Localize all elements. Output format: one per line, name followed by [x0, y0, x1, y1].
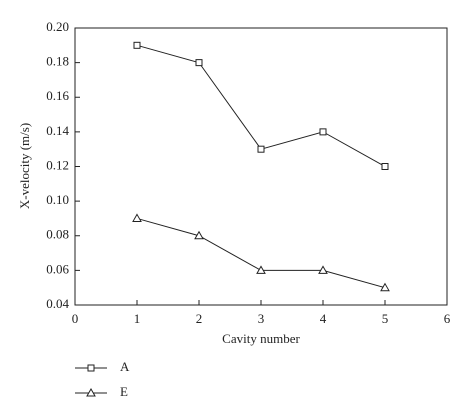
legend-label: E	[120, 384, 128, 399]
x-tick-label: 5	[382, 311, 389, 326]
legend-marker	[87, 364, 95, 372]
x-tick-label: 1	[134, 311, 141, 326]
series-line	[136, 217, 386, 289]
x-tick-label: 0	[72, 311, 79, 326]
legend-marker	[86, 387, 96, 397]
y-tick-label: 0.18	[46, 54, 69, 69]
point	[133, 41, 141, 49]
point	[256, 265, 266, 274]
x-tick-label: 6	[444, 311, 451, 326]
point	[195, 59, 203, 67]
point	[257, 145, 265, 153]
y-axis-label: X-velocity (m/s)	[17, 123, 32, 209]
x-tick-label: 3	[258, 311, 265, 326]
y-tick-label: 0.14	[46, 123, 69, 138]
y-tick-label: 0.04	[46, 296, 69, 311]
point	[132, 213, 142, 222]
plot-frame	[74, 27, 448, 306]
y-tick-label: 0.06	[46, 261, 69, 276]
point	[381, 163, 389, 170]
x-tick-label: 4	[320, 311, 327, 326]
point	[318, 265, 328, 274]
y-tick-label: 0.20	[46, 19, 69, 34]
y-tick-label: 0.10	[46, 192, 69, 207]
legend-label: A	[120, 359, 130, 374]
y-tick-label: 0.12	[46, 157, 69, 172]
x-tick-label: 2	[196, 311, 203, 326]
point	[194, 230, 204, 240]
point	[380, 282, 390, 292]
x-axis-label: Cavity number	[222, 331, 300, 346]
y-tick-label: 0.16	[46, 88, 69, 103]
y-tick-label: 0.08	[46, 227, 69, 242]
point	[319, 128, 327, 136]
